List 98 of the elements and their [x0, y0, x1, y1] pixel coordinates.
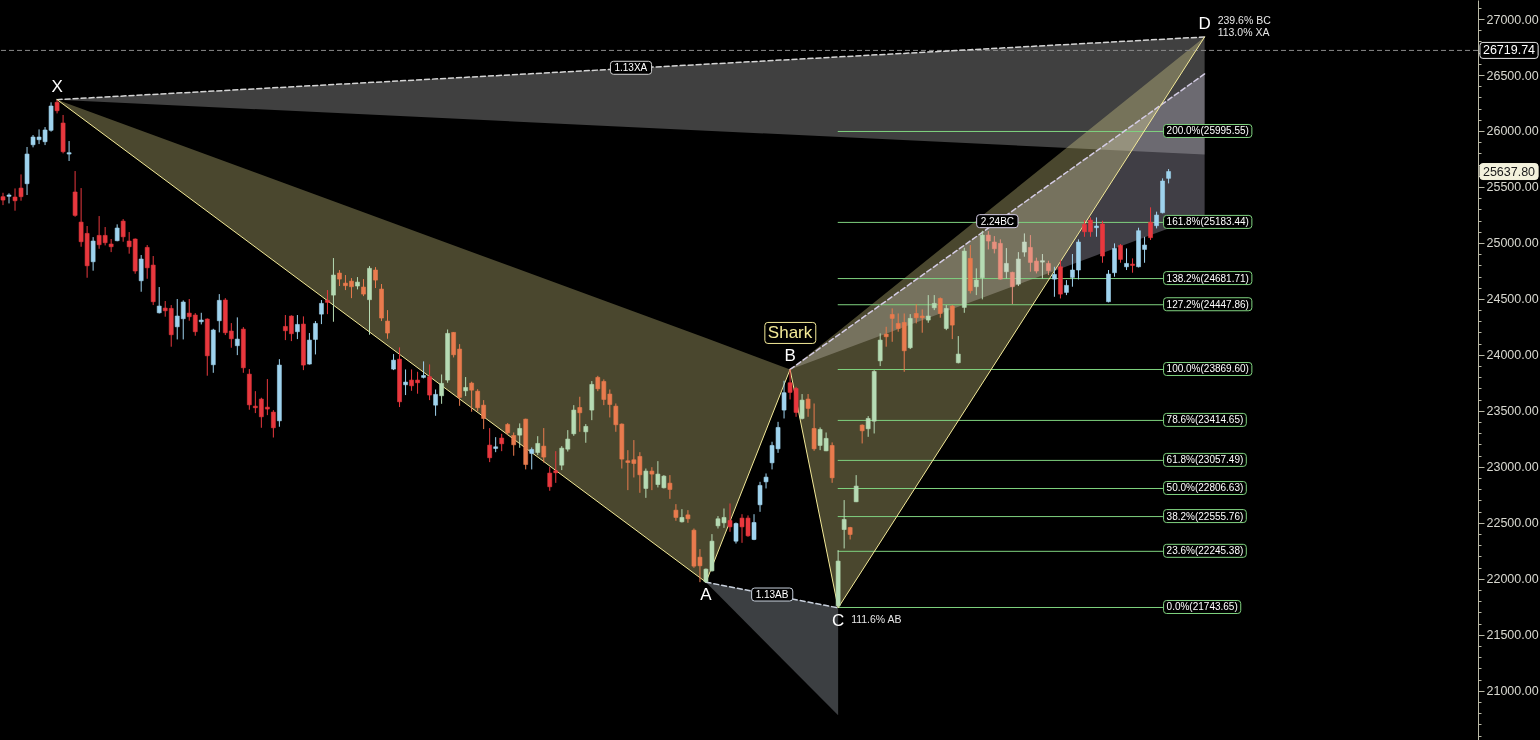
y-tick-label: 25000.00: [1486, 236, 1539, 251]
candlestick: [120, 218, 126, 243]
candlestick: [433, 388, 438, 417]
candlestick: [487, 427, 492, 463]
candlestick: [685, 509, 691, 524]
candlestick: [325, 289, 330, 315]
candlestick: [925, 294, 931, 324]
candlestick: [781, 380, 787, 419]
candlestick: [751, 513, 757, 541]
candlestick: [1004, 247, 1009, 279]
y-tick-label: 24000.00: [1486, 348, 1539, 363]
candlestick: [853, 474, 859, 503]
series-label: 1.13XA: [614, 62, 648, 74]
candlestick: [974, 267, 979, 296]
candlestick: [90, 236, 96, 272]
candlestick: [427, 363, 432, 401]
candlestick: [937, 296, 943, 319]
series-label: 100.0%(23869.60): [1166, 363, 1249, 375]
candlestick: [463, 376, 468, 397]
candlestick: [811, 402, 817, 452]
series-label: 0.0%(21743.65): [1166, 601, 1238, 613]
annotation: 113.0% XA: [1217, 25, 1270, 38]
candlestick: [6, 192, 12, 204]
candlestick: [541, 427, 547, 463]
data-label: B: [784, 346, 796, 366]
y-tick-label: 21000.00: [1486, 684, 1539, 699]
candlestick: [1010, 271, 1015, 305]
candlestick: [1124, 247, 1129, 271]
y-tick-label: 21500.00: [1486, 628, 1539, 643]
y-tick-label: 27000.00: [1486, 12, 1539, 27]
candlestick: [727, 502, 733, 533]
series-label: 161.8%(25183.44): [1166, 216, 1249, 228]
candlestick: [156, 286, 162, 314]
y-tick-label: 24500.00: [1486, 292, 1539, 307]
candlestick: [571, 404, 577, 437]
data-label: D: [1198, 13, 1211, 33]
candlestick: [403, 368, 408, 396]
y-tick-label: 23500.00: [1486, 404, 1539, 419]
y-tick-label: 22500.00: [1486, 516, 1539, 531]
series-label: 200.0%(25995.55): [1166, 125, 1249, 137]
candlestick: [733, 521, 739, 545]
data-label: C: [831, 610, 845, 630]
candlestick: [889, 307, 895, 343]
candlestick: [1118, 243, 1123, 264]
candlestick: [373, 266, 378, 289]
candlestick: [535, 435, 541, 456]
candlestick: [649, 466, 655, 491]
candlestick: [271, 409, 276, 439]
series-label: 138.2%(24681.71): [1166, 272, 1249, 284]
candlestick: [841, 499, 847, 549]
candlestick: [217, 293, 222, 333]
candlestick: [583, 423, 589, 444]
candlestick: [295, 314, 300, 340]
candlestick: [757, 481, 763, 513]
y-tick-label: 26000.00: [1486, 124, 1539, 139]
candlestick: [805, 393, 811, 418]
candlestick: [331, 257, 336, 323]
series-label: 1.13AB: [755, 589, 789, 601]
candlestick: [0, 192, 6, 206]
candlestick: [859, 423, 865, 444]
candlestick: [517, 422, 522, 449]
data-label: X: [51, 76, 63, 96]
candlestick: [667, 474, 673, 500]
candlestick: [1040, 253, 1045, 279]
candlestick: [511, 431, 516, 457]
candlestick: [883, 326, 889, 348]
candlestick: [385, 309, 390, 340]
annotation: 111.6% AB: [851, 612, 902, 625]
candlestick: [763, 472, 769, 489]
candlestick: [949, 304, 955, 340]
y-tick-label: 22000.00: [1486, 572, 1539, 587]
candlestick: [956, 335, 961, 364]
candlestick: [679, 508, 685, 523]
candlestick: [138, 254, 144, 293]
candlestick: [577, 396, 583, 433]
candlestick: [235, 316, 240, 356]
candlestick: [1148, 206, 1153, 241]
candlestick: [1052, 266, 1057, 298]
candlestick: [643, 468, 649, 499]
data-label: A: [700, 585, 713, 605]
series-label: 2.24BC: [980, 215, 1015, 227]
candlestick: [529, 446, 535, 470]
candlestick: [877, 332, 883, 367]
candlestick: [1094, 216, 1099, 238]
candlestick: [319, 299, 324, 325]
candlestick: [943, 304, 949, 331]
y-tick-label: 26500.00: [1486, 68, 1539, 83]
candlestick: [469, 381, 474, 413]
candlestick: [1022, 232, 1027, 258]
candlestick: [673, 503, 679, 522]
annotation: 239.6% BC: [1217, 13, 1272, 26]
candlestick: [799, 393, 805, 420]
y-tick-label: 23000.00: [1486, 460, 1539, 475]
candlestick: [439, 373, 444, 405]
series-label: 127.2%(24447.86): [1166, 298, 1249, 310]
y-tick-label: 25500.00: [1486, 180, 1539, 195]
candlestick: [66, 140, 72, 162]
candlestick: [72, 170, 78, 218]
